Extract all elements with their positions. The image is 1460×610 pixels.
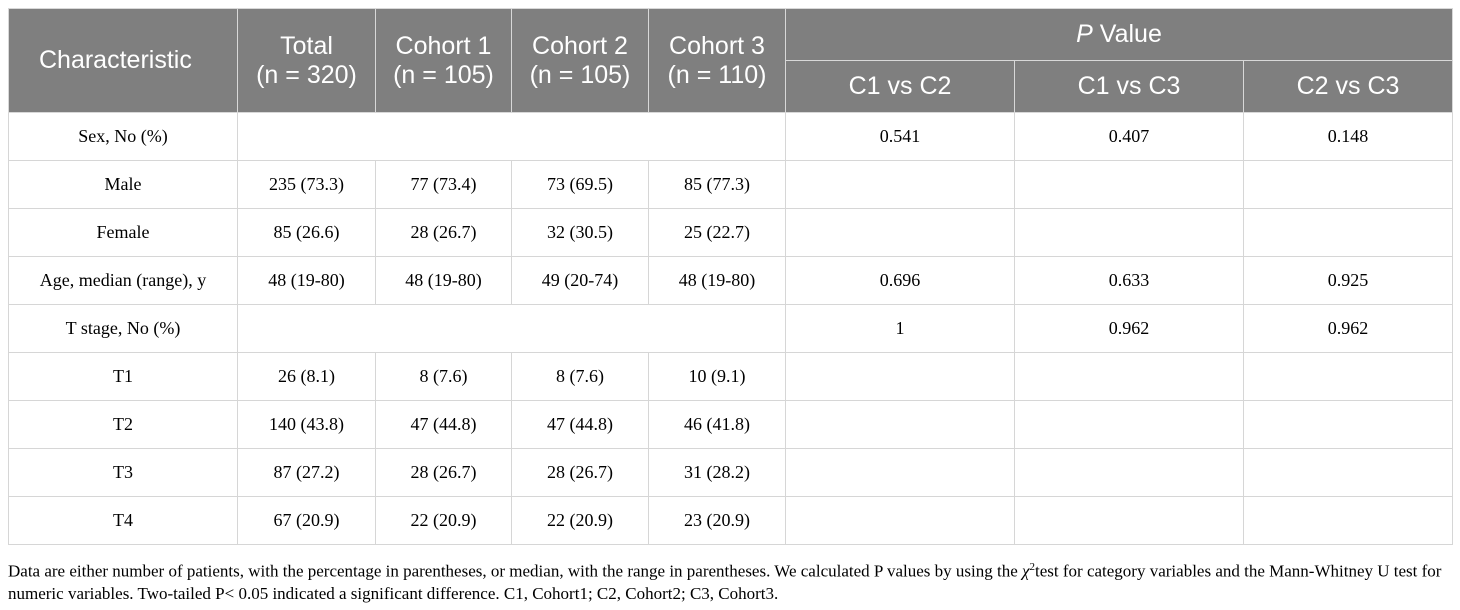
table-row: Sex, No (%) 0.541 0.407 0.148 (8, 112, 1453, 161)
header-p-value: P Value (785, 8, 1453, 61)
table-footnote: Data are either number of patients, with… (8, 561, 1442, 603)
cell-total: 48 (19-80) (237, 256, 376, 305)
cell-p23: 0.925 (1243, 256, 1453, 305)
table-row: T4 67 (20.9) 22 (20.9) 22 (20.9) 23 (20.… (8, 496, 1453, 545)
header-row-1: Characteristic Total (n = 320) Cohort 1 (n… (8, 8, 1453, 113)
row-label: T1 (8, 352, 238, 401)
cell-cohort-2: 28 (26.7) (511, 448, 649, 497)
header-c1-vs-c3: C1 vs C3 (1014, 60, 1244, 113)
row-label: Sex, No (%) (8, 112, 238, 161)
header-total: Total (n = 320) (237, 8, 376, 113)
row-label: T stage, No (%) (8, 304, 238, 353)
table-row: T1 26 (8.1) 8 (7.6) 8 (7.6) 10 (9.1) (8, 352, 1453, 401)
cell-p13 (1014, 448, 1244, 497)
cell-p12 (785, 160, 1015, 209)
cell-p23: 0.148 (1243, 112, 1453, 161)
cell-p23 (1243, 448, 1453, 497)
cell-cohort-3: 23 (20.9) (648, 496, 786, 545)
header-characteristic: Characteristic (8, 8, 238, 113)
table-row: Age, median (range), y 48 (19-80) 48 (19… (8, 256, 1453, 305)
cell-p13 (1014, 160, 1244, 209)
cell-cohort-2: 49 (20-74) (511, 256, 649, 305)
cell-p13: 0.407 (1014, 112, 1244, 161)
cell-p12 (785, 208, 1015, 257)
cell-cohort-3: 85 (77.3) (648, 160, 786, 209)
cell-total: 235 (73.3) (237, 160, 376, 209)
cell-p12 (785, 496, 1015, 545)
cell-p13: 0.962 (1014, 304, 1244, 353)
cell-p23: 0.962 (1243, 304, 1453, 353)
cell-cohort-3: 10 (9.1) (648, 352, 786, 401)
header-cohort-1: Cohort 1 (n = 105) (375, 8, 512, 113)
cell-p23 (1243, 496, 1453, 545)
cell-p13 (1014, 352, 1244, 401)
header-c1-vs-c2: C1 vs C2 (785, 60, 1015, 113)
characteristics-table: Characteristic Total (n = 320) Cohort 1 (n… (8, 8, 1453, 545)
cell-p12 (785, 352, 1015, 401)
cell-p23 (1243, 400, 1453, 449)
header-row-2: C1 vs C2 C1 vs C3 C2 vs C3 (9, 60, 1453, 113)
table-row: Female 85 (26.6) 28 (26.7) 32 (30.5) 25 … (8, 208, 1453, 257)
cell-p12: 0.541 (785, 112, 1015, 161)
cell-cohort-3: 25 (22.7) (648, 208, 786, 257)
table-row: T2 140 (43.8) 47 (44.8) 47 (44.8) 46 (41… (8, 400, 1453, 449)
cell-p12: 0.696 (785, 256, 1015, 305)
cell-p13 (1014, 400, 1244, 449)
cell-total: 87 (27.2) (237, 448, 376, 497)
cell-total: 67 (20.9) (237, 496, 376, 545)
row-label: T3 (8, 448, 238, 497)
cell-p13: 0.633 (1014, 256, 1244, 305)
row-label: Male (8, 160, 238, 209)
cell-cohort-1: 28 (26.7) (375, 448, 512, 497)
cell-cohort-1: 28 (26.7) (375, 208, 512, 257)
header-cohort-3: Cohort 3 (n = 110) (648, 8, 786, 113)
cell-cohort-1: 77 (73.4) (375, 160, 512, 209)
cell-cohort-1: 8 (7.6) (375, 352, 512, 401)
cell-p23 (1243, 352, 1453, 401)
row-label: T4 (8, 496, 238, 545)
cell-cohort-2: 22 (20.9) (511, 496, 649, 545)
cell-p12: 1 (785, 304, 1015, 353)
cell-p23 (1243, 160, 1453, 209)
table-row: Male 235 (73.3) 77 (73.4) 73 (69.5) 85 (… (8, 160, 1453, 209)
cell-cohort-3: 48 (19-80) (648, 256, 786, 305)
cell-empty (237, 304, 786, 353)
header-cohort-2: Cohort 2 (n = 105) (511, 8, 649, 113)
cell-cohort-2: 73 (69.5) (511, 160, 649, 209)
table-row: T3 87 (27.2) 28 (26.7) 28 (26.7) 31 (28.… (8, 448, 1453, 497)
header-c2-vs-c3: C2 vs C3 (1243, 60, 1453, 113)
row-label: T2 (8, 400, 238, 449)
cell-p13 (1014, 208, 1244, 257)
cell-empty (237, 112, 786, 161)
cell-p12 (785, 400, 1015, 449)
cell-total: 85 (26.6) (237, 208, 376, 257)
cell-cohort-2: 47 (44.8) (511, 400, 649, 449)
cell-cohort-3: 46 (41.8) (648, 400, 786, 449)
row-label: Female (8, 208, 238, 257)
cell-cohort-3: 31 (28.2) (648, 448, 786, 497)
cell-p13 (1014, 496, 1244, 545)
cell-total: 26 (8.1) (237, 352, 376, 401)
cell-cohort-1: 22 (20.9) (375, 496, 512, 545)
cell-cohort-2: 8 (7.6) (511, 352, 649, 401)
cell-p12 (785, 448, 1015, 497)
cell-p23 (1243, 208, 1453, 257)
row-label: Age, median (range), y (8, 256, 238, 305)
cell-cohort-1: 47 (44.8) (375, 400, 512, 449)
cell-total: 140 (43.8) (237, 400, 376, 449)
table-row: T stage, No (%) 1 0.962 0.962 (8, 304, 1453, 353)
cell-cohort-2: 32 (30.5) (511, 208, 649, 257)
cell-cohort-1: 48 (19-80) (375, 256, 512, 305)
